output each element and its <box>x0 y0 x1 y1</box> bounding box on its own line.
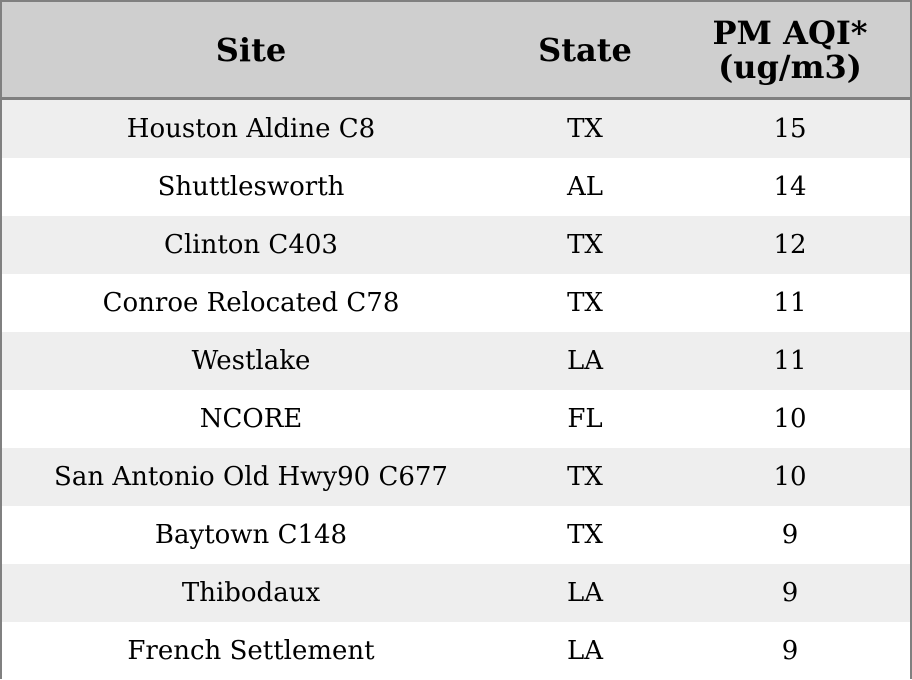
table-row: Shuttlesworth AL 14 <box>2 158 910 216</box>
cell-site: San Antonio Old Hwy90 C677 <box>54 462 448 492</box>
cell-site: Shuttlesworth <box>157 172 345 202</box>
table-row: Baytown C148 TX 9 <box>2 506 910 564</box>
cell-site: French Settlement <box>127 636 375 666</box>
cell-state: TX <box>567 114 603 144</box>
table-row: Clinton C403 TX 12 <box>2 216 910 274</box>
cell-pm-aqi: 10 <box>773 462 807 492</box>
cell-site: Baytown C148 <box>154 520 348 550</box>
cell-state: TX <box>567 462 603 492</box>
cell-site: Thibodaux <box>181 578 321 608</box>
cell-state: AL <box>566 172 604 202</box>
cell-pm-aqi: 10 <box>773 404 807 434</box>
cell-state: TX <box>567 230 603 260</box>
cell-site: NCORE <box>199 404 303 434</box>
cell-pm-aqi: 9 <box>781 636 799 666</box>
cell-state: LA <box>566 636 604 666</box>
cell-pm-aqi: 15 <box>773 114 807 144</box>
cell-state: TX <box>567 520 603 550</box>
table-header: Site State PM AQI* (ug/m3) <box>2 2 910 100</box>
cell-pm-aqi: 14 <box>773 172 807 202</box>
cell-pm-aqi: 9 <box>781 520 799 550</box>
cell-state: LA <box>566 346 604 376</box>
column-header-state: State <box>538 30 632 69</box>
cell-site: Westlake <box>191 346 311 376</box>
cell-site: Conroe Relocated C78 <box>102 288 400 318</box>
cell-pm-aqi: 11 <box>773 346 807 376</box>
table-row: NCORE FL 10 <box>2 390 910 448</box>
table-row: French Settlement LA 9 <box>2 622 910 680</box>
column-header-site: Site <box>215 30 287 69</box>
table-row: Thibodaux LA 9 <box>2 564 910 622</box>
table-row: Westlake LA 11 <box>2 332 910 390</box>
cell-state: LA <box>566 578 604 608</box>
column-header-pm-aqi: PM AQI* (ug/m3) <box>712 13 868 86</box>
cell-pm-aqi: 11 <box>773 288 807 318</box>
table-row: Houston Aldine C8 TX 15 <box>2 100 910 158</box>
cell-state: TX <box>567 288 603 318</box>
table-row: San Antonio Old Hwy90 C677 TX 10 <box>2 448 910 506</box>
cell-state: FL <box>567 404 603 434</box>
table-body: Houston Aldine C8 TX 15 Shuttlesworth AL… <box>2 100 910 680</box>
cell-site: Houston Aldine C8 <box>126 114 376 144</box>
table-row: Conroe Relocated C78 TX 11 <box>2 274 910 332</box>
cell-site: Clinton C403 <box>164 230 338 260</box>
cell-pm-aqi: 9 <box>781 578 799 608</box>
cell-pm-aqi: 12 <box>773 230 807 260</box>
